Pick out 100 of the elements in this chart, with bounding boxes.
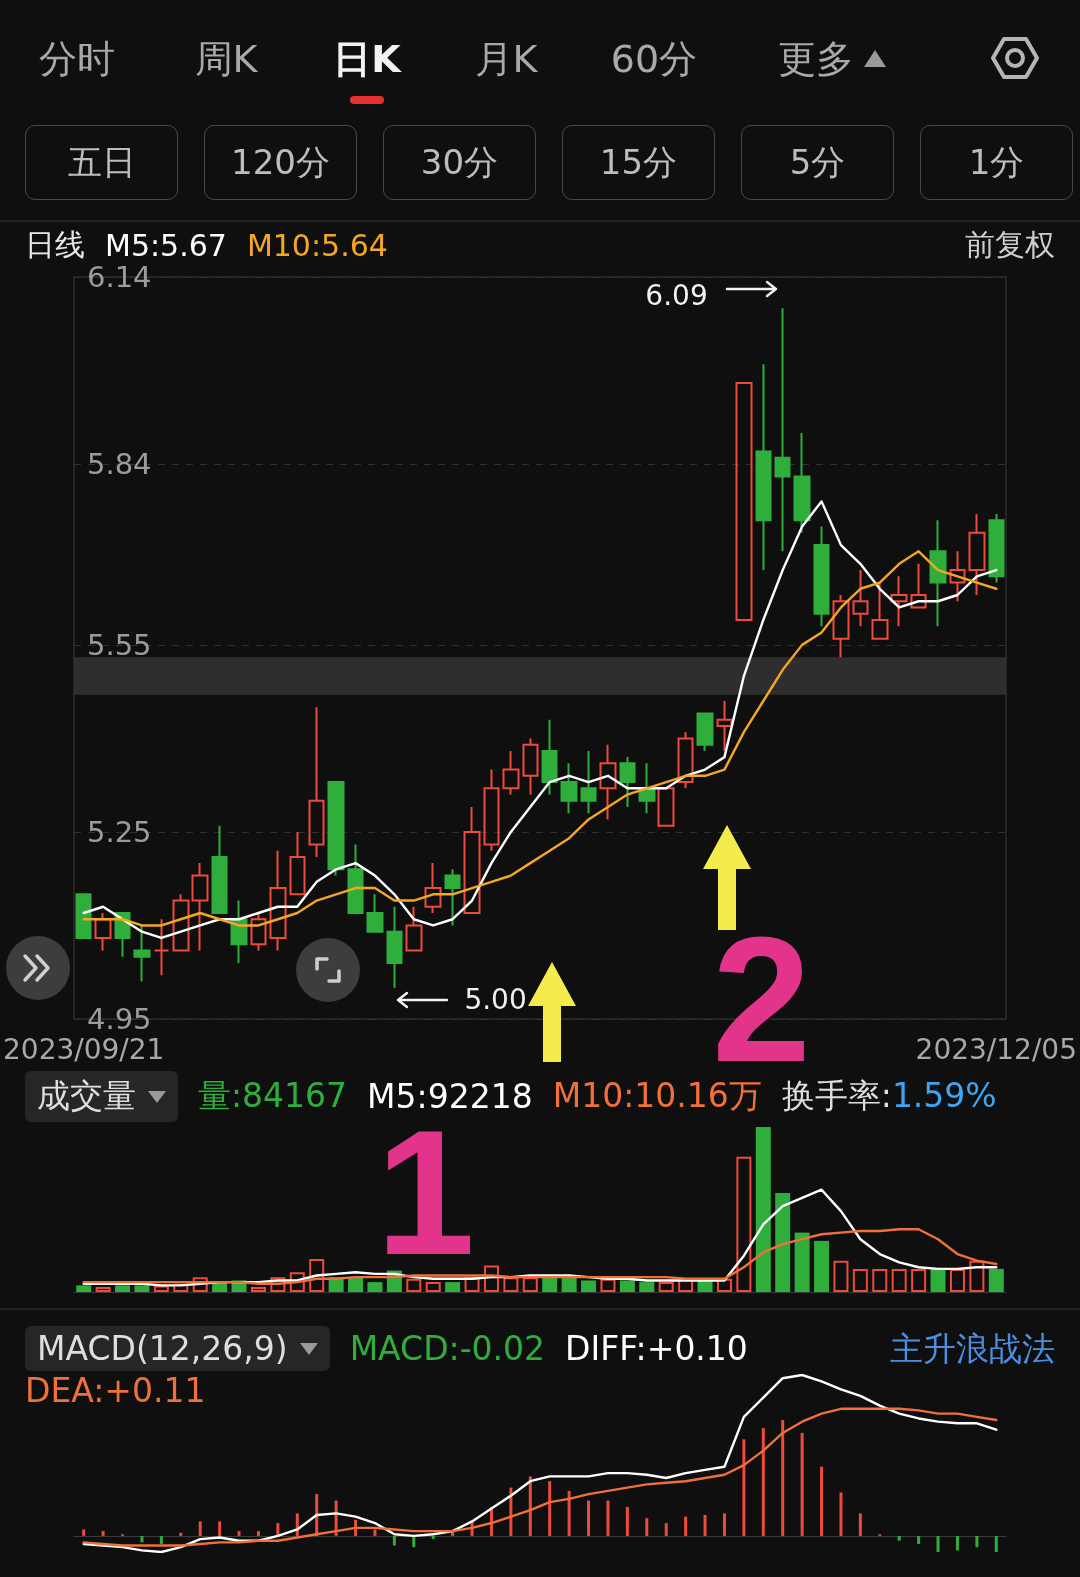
bar [664, 1523, 668, 1536]
bar [930, 1268, 946, 1292]
bar [684, 1516, 688, 1536]
candlestick [211, 824, 228, 914]
y-tick-label: 5.55 [87, 627, 152, 662]
bar [270, 1277, 286, 1292]
text: M5:5.67 [105, 228, 227, 263]
text: 量:84167 [198, 1075, 348, 1117]
y-tick-label: 5.84 [87, 447, 152, 482]
candlestick [755, 363, 772, 572]
candlestick [696, 712, 714, 752]
bar [969, 1260, 985, 1292]
candlestick [910, 562, 927, 609]
bar [561, 1277, 577, 1292]
text: 更多 [778, 37, 854, 83]
bar [775, 1193, 791, 1292]
candlestick [522, 737, 539, 796]
text: M10:10.16万 [552, 1075, 762, 1117]
candlestick [153, 918, 170, 977]
bar [645, 1518, 649, 1536]
text: M5:92218 [367, 1077, 533, 1116]
candlestick [444, 868, 461, 927]
chart-title: MACD(12,26,9) [37, 1329, 288, 1368]
bar [839, 1492, 843, 1536]
button: 30分 [383, 125, 536, 200]
bar [722, 1513, 726, 1536]
bar [464, 1277, 480, 1292]
bar [95, 1287, 111, 1292]
button: 120分 [204, 125, 357, 200]
candlestick [599, 743, 617, 821]
y-tick-label: 6.14 [87, 260, 152, 294]
bar [975, 1535, 979, 1548]
candlestick [968, 512, 986, 596]
bar [431, 1535, 435, 1540]
button: 5分 [741, 125, 894, 200]
bar [639, 1282, 655, 1292]
bar [76, 1285, 92, 1292]
candlestick [813, 525, 830, 628]
candlestick [793, 431, 811, 534]
candlestick [638, 762, 656, 815]
bar [897, 1535, 901, 1541]
bar [373, 1529, 377, 1536]
bar [742, 1439, 746, 1536]
bar [917, 1535, 921, 1544]
candlestick [405, 905, 423, 952]
text: 日K [333, 37, 401, 83]
bar [528, 1476, 532, 1536]
button: 15分 [562, 125, 715, 200]
bar [153, 1285, 169, 1292]
candlestick [347, 843, 364, 914]
bar [115, 1285, 131, 1292]
x-tick-label: 2023/12/05 [915, 1032, 1077, 1066]
bar [736, 1156, 752, 1292]
y-tick-label: 5.25 [87, 814, 152, 849]
button: 1分 [920, 125, 1073, 200]
candlestick [269, 849, 287, 952]
candlestick [75, 893, 92, 939]
text: 前复权 [965, 227, 1055, 263]
bar [625, 1506, 629, 1536]
button: 五日 [25, 125, 178, 200]
bar [936, 1535, 940, 1552]
candlestick [172, 893, 190, 952]
bar [503, 1277, 519, 1292]
text: 主升浪战法 [890, 1329, 1055, 1369]
bar [406, 1278, 422, 1292]
candlestick [929, 519, 947, 628]
chart-title: 日线 [25, 226, 85, 264]
bar [761, 1428, 765, 1536]
bar [425, 1282, 441, 1292]
bar [159, 1535, 163, 1544]
bar [858, 1513, 862, 1536]
bar [134, 1285, 150, 1292]
bar [794, 1232, 810, 1292]
chart-title: 成交量 [37, 1075, 136, 1117]
bar [348, 1277, 364, 1292]
candlestick [327, 781, 345, 877]
candlestick [133, 924, 151, 983]
candlestick [871, 581, 889, 640]
bar [192, 1277, 208, 1292]
bar [703, 1514, 707, 1536]
bar [309, 1259, 325, 1292]
candlestick [250, 912, 267, 952]
bar [250, 1287, 266, 1292]
bar [833, 1260, 849, 1292]
candlestick [890, 575, 908, 628]
bar [522, 1277, 538, 1292]
series-label: DIFF:+0.10 [565, 1329, 748, 1368]
bar [198, 1521, 202, 1536]
bar [994, 1535, 998, 1552]
dropdown: MACD(12,26,9) [25, 1326, 330, 1371]
candlestick [502, 749, 520, 796]
candlestick [657, 787, 675, 827]
bar [872, 1268, 888, 1292]
bar [140, 1535, 144, 1543]
bar [542, 1277, 558, 1292]
bar [237, 1531, 241, 1536]
bar [800, 1432, 804, 1536]
candlestick [774, 307, 791, 553]
candlestick [677, 731, 694, 790]
bar [289, 1272, 305, 1292]
